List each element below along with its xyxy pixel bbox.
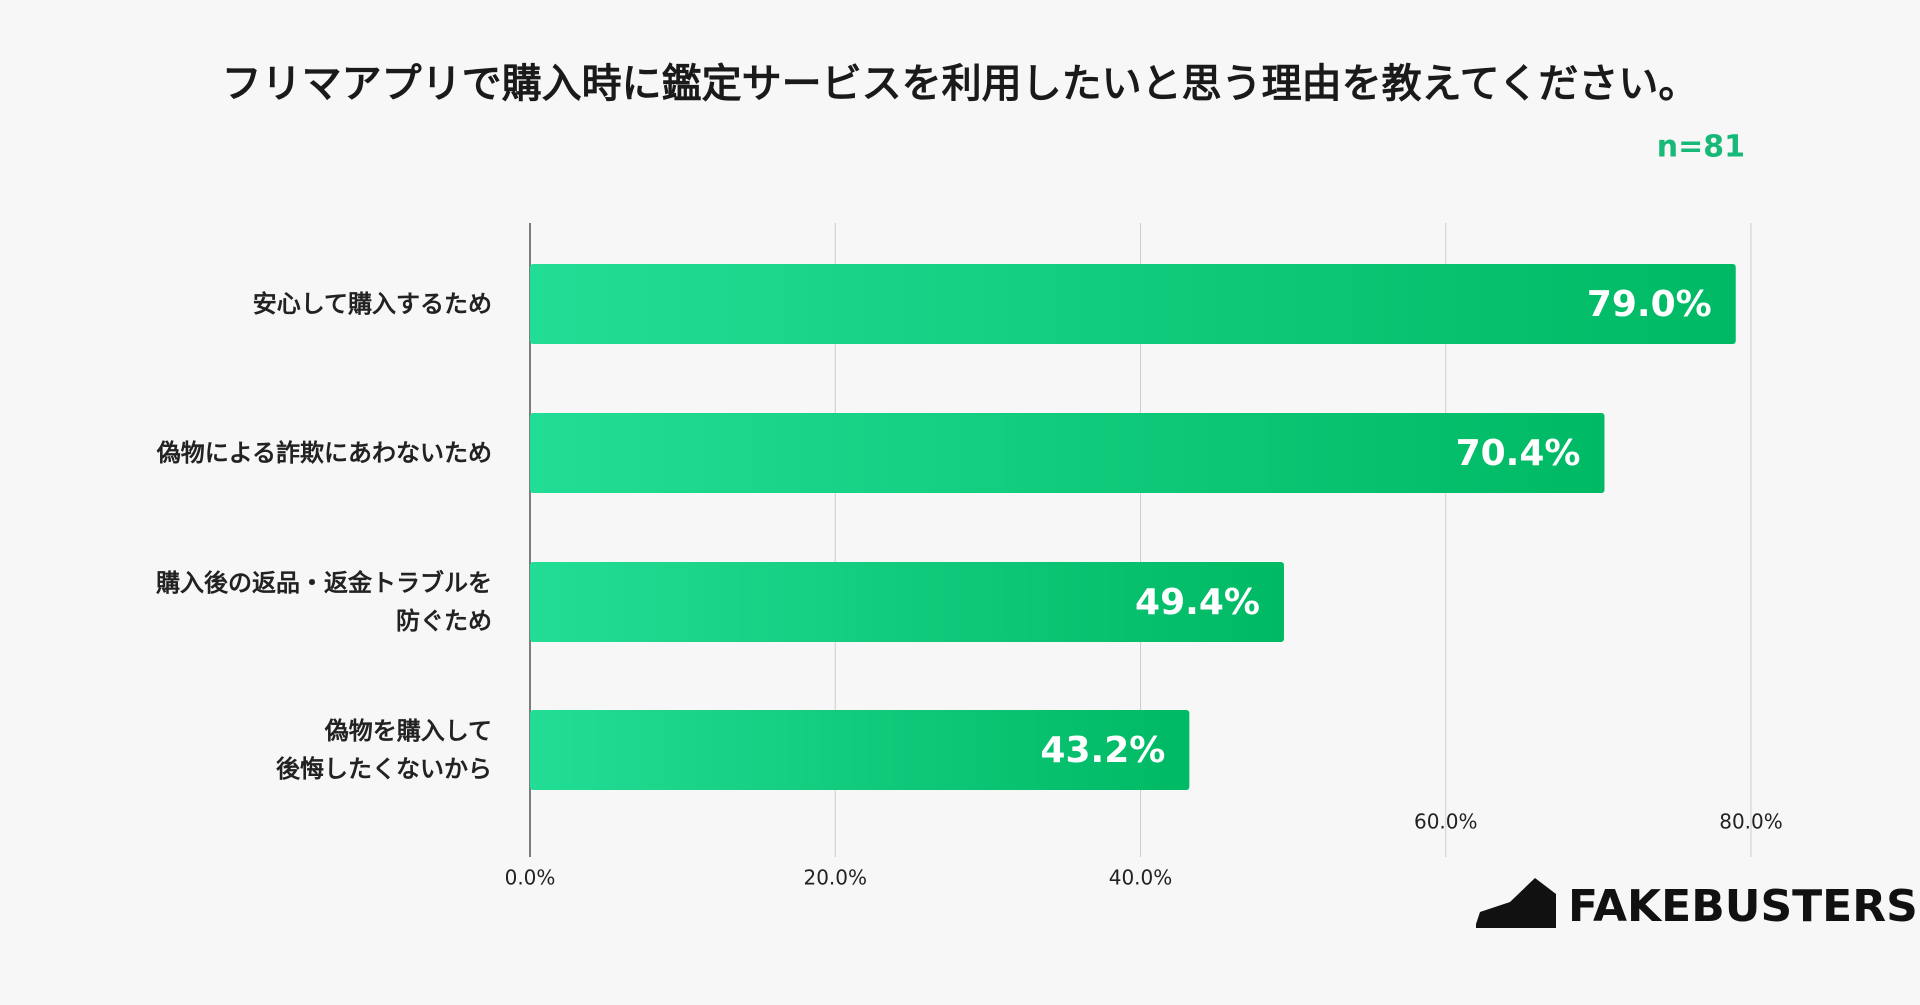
sample-size: n=81 xyxy=(1657,130,1745,165)
chart-title: フリマアプリで購入時に鑑定サービスを利用したいと思う理由を教えてください。 xyxy=(222,61,1699,107)
x-tick-label: 0.0% xyxy=(505,866,556,890)
category-label: 安心して購入するため xyxy=(252,290,492,318)
value-label: 49.4% xyxy=(1135,582,1260,623)
logo-icon xyxy=(1476,878,1556,928)
category-label: 偽物による詐欺にあわないため xyxy=(156,439,492,467)
logo-text: FAKEBUSTERS xyxy=(1568,881,1918,932)
x-tick-label: 80.0% xyxy=(1719,810,1783,834)
category-label: 偽物を購入して 後悔したくないから xyxy=(276,717,492,783)
x-tick-label: 20.0% xyxy=(803,866,867,890)
x-tick-label: 60.0% xyxy=(1414,810,1478,834)
bar xyxy=(530,413,1605,493)
value-label: 79.0% xyxy=(1587,284,1712,325)
logo: FAKEBUSTERS xyxy=(1476,878,1918,932)
x-tick-label: 40.0% xyxy=(1109,866,1173,890)
bar xyxy=(530,264,1736,344)
value-label: 70.4% xyxy=(1456,433,1581,474)
category-label: 購入後の返品・返金トラブルを 防ぐため xyxy=(156,569,492,635)
bar xyxy=(530,710,1190,790)
value-label: 43.2% xyxy=(1040,730,1165,771)
bar xyxy=(530,562,1284,642)
